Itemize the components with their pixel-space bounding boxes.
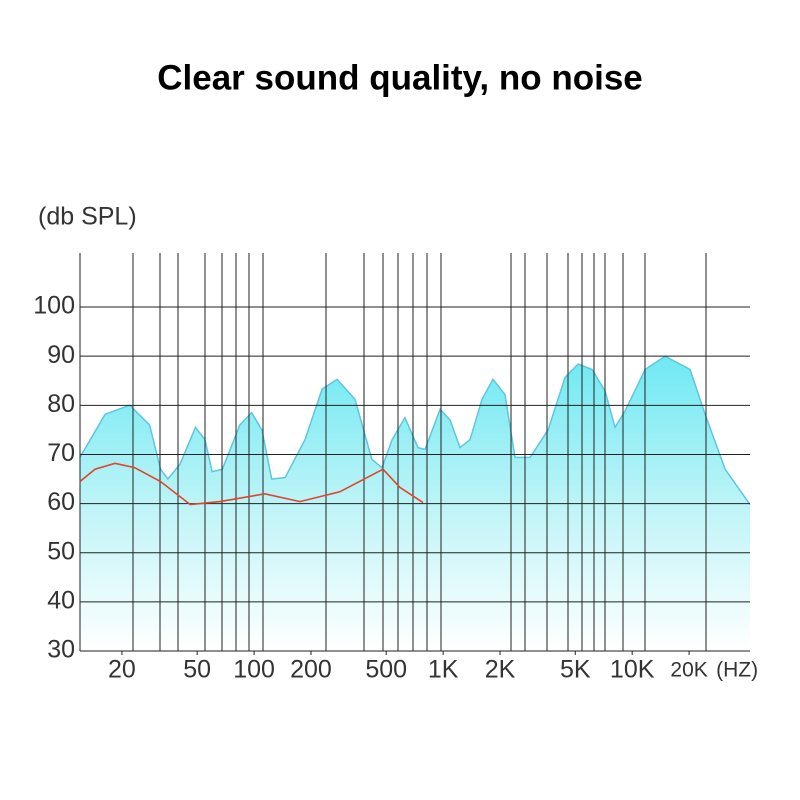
label-layer: 30 40 50 60 70 80 90 100 20 50 100 200 500 1K 2K 5K 10K 2… — [33, 292, 758, 684]
x-axis-label: (HZ) — [716, 659, 758, 682]
y-tick-label: 40 — [47, 586, 75, 614]
y-tick-label: 70 — [47, 439, 75, 467]
x-tick-label: 10K — [610, 656, 655, 684]
line — [79, 355, 751, 506]
y-tick-label: 30 — [47, 636, 75, 664]
x-tick-label: 100 — [233, 656, 275, 684]
line — [79, 462, 424, 506]
x-tick-label: 1K — [428, 656, 459, 684]
x-tick-label: 50 — [183, 656, 211, 684]
chart-title: Clear sound quality, no noise — [157, 58, 643, 97]
x-tick-label: 20 — [108, 656, 136, 684]
vertical-grid — [79, 253, 707, 651]
x-tick-label: 20K — [670, 659, 707, 682]
y-tick-label: 80 — [47, 390, 75, 418]
y-tick-label: 100 — [33, 292, 75, 320]
horizontal-grid — [80, 306, 750, 655]
x-tick-label: 200 — [290, 656, 332, 684]
y-tick-label: 90 — [47, 341, 75, 369]
line-layer — [79, 462, 424, 506]
y-tick-label: 50 — [47, 537, 75, 565]
y-axis-label: (db SPL) — [38, 203, 137, 231]
y-tick-label: 60 — [47, 488, 75, 516]
x-tick-label: 2K — [485, 656, 516, 684]
x-tick-label: 5K — [560, 656, 591, 684]
x-tick-label: 500 — [365, 656, 407, 684]
